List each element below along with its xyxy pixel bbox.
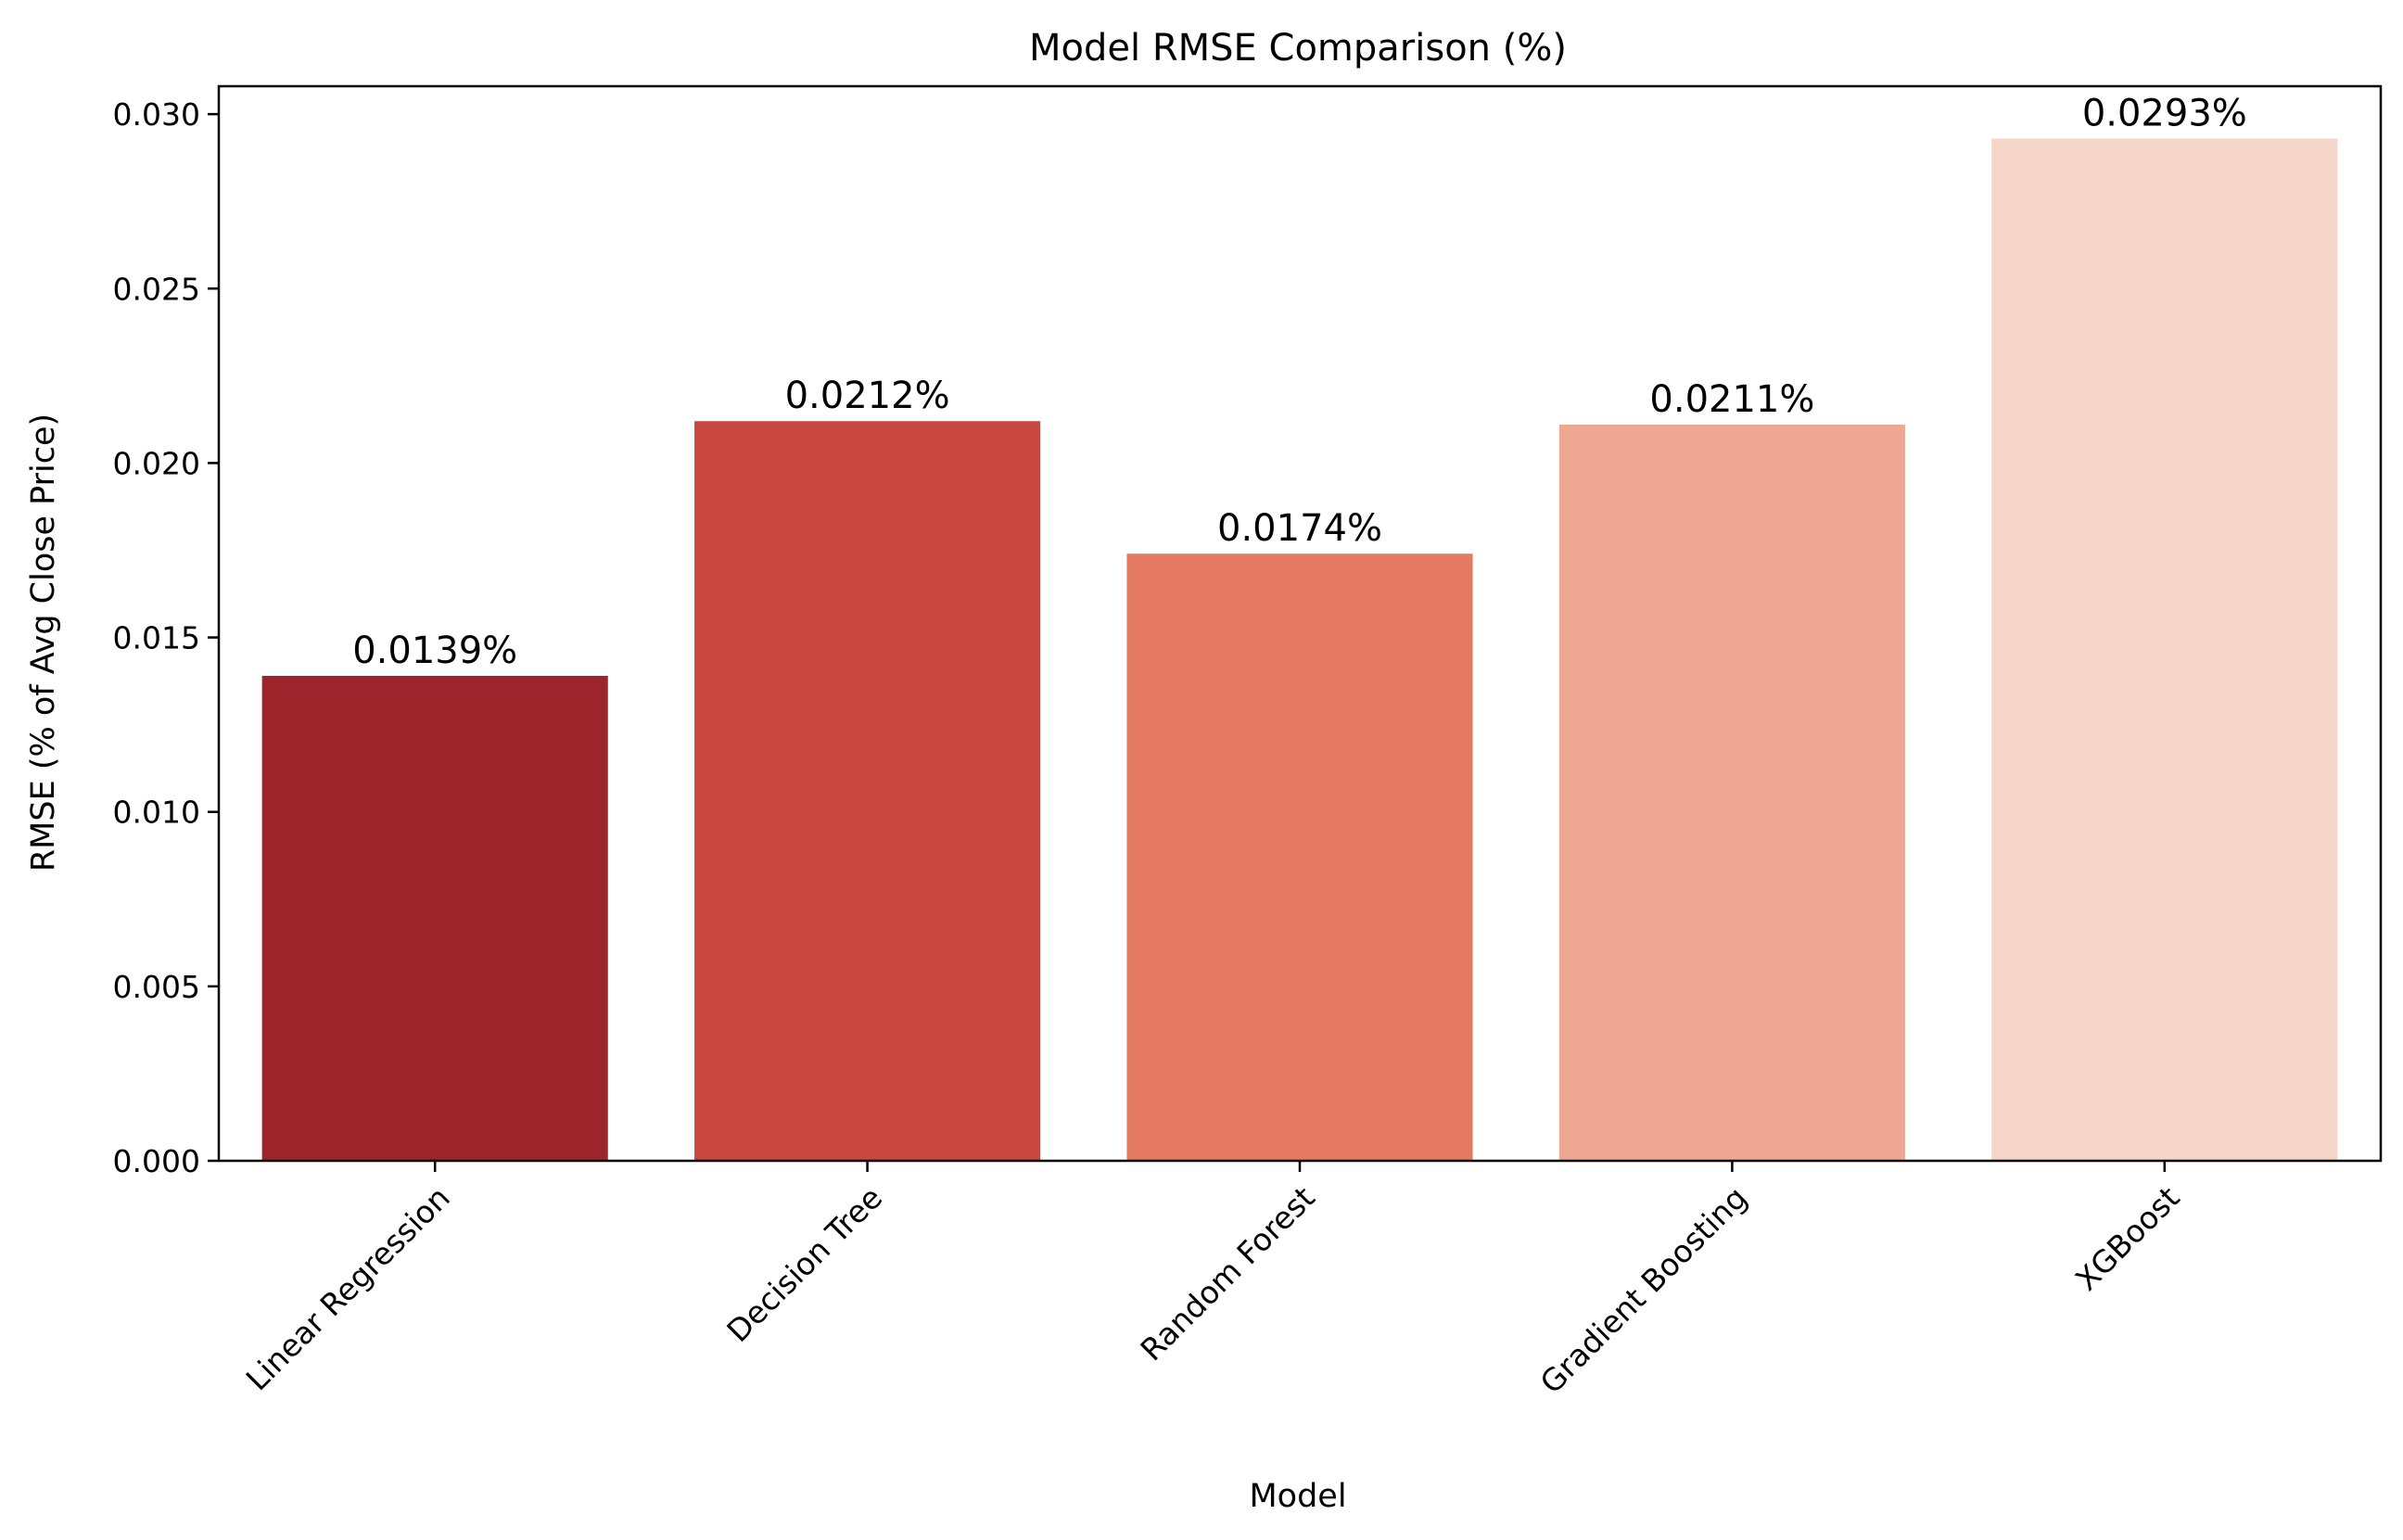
x-tick-label: Random Forest bbox=[1133, 1179, 1321, 1368]
y-tick-label: 0.030 bbox=[113, 96, 200, 133]
y-tick-label: 0.005 bbox=[113, 969, 200, 1005]
bar-5 bbox=[1991, 138, 2338, 1161]
y-tick-label: 0.000 bbox=[113, 1143, 200, 1179]
y-tick-label: 0.010 bbox=[113, 795, 200, 831]
x-tick-label: Linear Regression bbox=[239, 1179, 457, 1397]
y-tick-label: 0.020 bbox=[113, 445, 200, 481]
x-tick-label: Decision Tree bbox=[719, 1179, 889, 1349]
y-axis-label: RMSE (% of Avg Close Price) bbox=[25, 414, 62, 872]
bar-1 bbox=[261, 675, 608, 1161]
bar-3 bbox=[1126, 554, 1473, 1161]
plot-area: 0.000 0.005 0.010 0.015 0.020 0.025 0.030 Linea… bbox=[113, 84, 2383, 1401]
bar-4 bbox=[1558, 425, 1905, 1161]
chart-title: Model RMSE Comparison (%) bbox=[1029, 27, 1567, 70]
data-label: 0.0293% bbox=[2082, 92, 2247, 134]
x-tick-label: Gradient Boosting bbox=[1533, 1179, 1755, 1401]
x-axis-label: Model bbox=[1249, 1478, 1346, 1515]
data-label: 0.0139% bbox=[352, 630, 517, 672]
data-label: 0.0211% bbox=[1649, 378, 1814, 421]
bar-2 bbox=[694, 421, 1041, 1161]
data-label: 0.0212% bbox=[785, 375, 950, 417]
y-tick-label: 0.025 bbox=[113, 271, 200, 307]
y-tick-label: 0.015 bbox=[113, 620, 200, 656]
x-tick-label: XGBoost bbox=[2068, 1179, 2187, 1298]
data-label: 0.0174% bbox=[1217, 507, 1382, 550]
